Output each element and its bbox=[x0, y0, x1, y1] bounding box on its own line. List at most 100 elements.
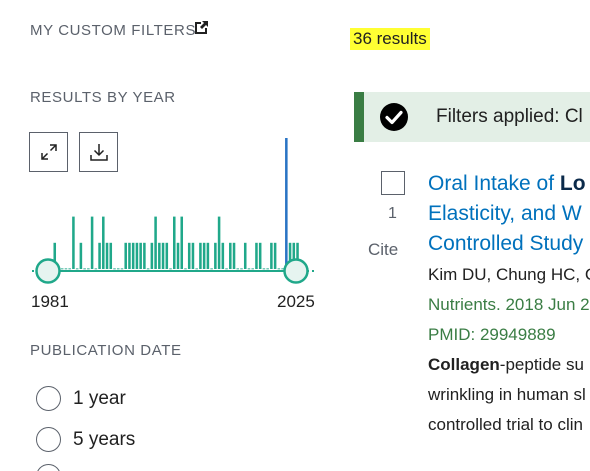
histogram-bar[interactable] bbox=[247, 268, 251, 270]
histogram-bar[interactable] bbox=[221, 242, 225, 269]
filters-applied-banner: Filters applied: Cl bbox=[354, 92, 590, 142]
date-option-label: 1 year bbox=[73, 387, 126, 409]
histogram-bar[interactable] bbox=[120, 268, 124, 270]
histogram-bar[interactable] bbox=[281, 268, 284, 270]
histogram-bar[interactable] bbox=[187, 242, 191, 269]
histogram-bar[interactable] bbox=[83, 268, 86, 270]
download-icon bbox=[89, 144, 108, 161]
histogram-bar[interactable] bbox=[64, 268, 68, 270]
histogram-bar[interactable] bbox=[102, 216, 105, 269]
histogram-bar[interactable] bbox=[176, 242, 180, 269]
snippet-text: controlled trial to clin bbox=[428, 415, 583, 434]
download-chart-button[interactable] bbox=[79, 132, 118, 172]
histogram-bar[interactable] bbox=[258, 242, 262, 269]
results-by-year-histogram[interactable] bbox=[28, 130, 320, 290]
histogram-bar[interactable] bbox=[79, 242, 83, 269]
histogram-bar[interactable] bbox=[266, 268, 269, 270]
histogram-bar[interactable] bbox=[195, 268, 198, 270]
histogram-bar[interactable] bbox=[116, 268, 120, 270]
histogram-bar[interactable] bbox=[296, 242, 299, 269]
histogram-bar[interactable] bbox=[206, 242, 210, 269]
histogram-bar[interactable] bbox=[273, 242, 277, 269]
date-option-more[interactable] bbox=[36, 464, 61, 471]
results-count: 36 results bbox=[350, 28, 430, 50]
histogram-bar[interactable] bbox=[131, 242, 135, 269]
histogram-bar[interactable] bbox=[165, 242, 169, 269]
result-select-checkbox[interactable] bbox=[381, 171, 405, 195]
histogram-bar[interactable] bbox=[53, 242, 57, 269]
radio-button[interactable] bbox=[36, 464, 61, 471]
histogram-bar[interactable] bbox=[202, 242, 206, 269]
histogram-bar[interactable] bbox=[173, 216, 176, 269]
histogram-bar[interactable] bbox=[146, 268, 150, 270]
histogram-bar[interactable] bbox=[98, 242, 101, 269]
histogram-bar[interactable] bbox=[199, 242, 202, 269]
histogram-bar[interactable] bbox=[75, 268, 79, 270]
radio-button[interactable] bbox=[36, 427, 61, 452]
article-title-link[interactable]: Oral Intake of Lo bbox=[428, 172, 586, 196]
histogram-bar[interactable] bbox=[240, 268, 243, 270]
article-snippet-line: wrinkling in human sl bbox=[428, 385, 586, 405]
histogram-bar[interactable] bbox=[154, 216, 157, 269]
histogram-bar[interactable] bbox=[109, 242, 113, 269]
date-option-5-years[interactable]: 5 years bbox=[36, 427, 135, 452]
histogram-bar[interactable] bbox=[243, 242, 247, 269]
histogram-bar[interactable] bbox=[255, 242, 258, 269]
article-title-link[interactable]: Elasticity, and W bbox=[428, 202, 582, 226]
histogram-bar[interactable] bbox=[288, 242, 292, 269]
histogram-bar[interactable] bbox=[229, 242, 232, 269]
check-circle-icon bbox=[380, 103, 408, 131]
snippet-text: wrinkling in human sl bbox=[428, 385, 586, 404]
histogram-bar[interactable] bbox=[158, 242, 161, 269]
filters-applied-text: Filters applied: Cl bbox=[436, 106, 583, 127]
histogram-bar[interactable] bbox=[184, 268, 187, 270]
histogram-bar[interactable] bbox=[105, 242, 109, 269]
histogram-bar[interactable] bbox=[262, 268, 266, 270]
year-range-end-label: 2025 bbox=[277, 292, 315, 311]
histogram-bar[interactable] bbox=[232, 242, 236, 269]
date-option-1-year[interactable]: 1 year bbox=[36, 386, 126, 411]
cite-button[interactable]: Cite bbox=[368, 240, 399, 259]
histogram-bar[interactable] bbox=[72, 216, 75, 269]
histogram-bar[interactable] bbox=[225, 268, 228, 270]
article-title-text: Oral Intake of bbox=[428, 172, 560, 195]
histogram-bar[interactable] bbox=[135, 242, 139, 269]
histogram-bar[interactable] bbox=[251, 268, 254, 270]
histogram-bar[interactable] bbox=[277, 268, 281, 270]
histogram-bar[interactable] bbox=[169, 268, 172, 270]
histogram-bar[interactable] bbox=[143, 242, 146, 269]
histogram-bar[interactable] bbox=[214, 242, 217, 269]
radio-button[interactable] bbox=[36, 386, 61, 411]
histogram-bar[interactable] bbox=[161, 242, 165, 269]
histogram-bar[interactable] bbox=[270, 242, 273, 269]
histogram-bar[interactable] bbox=[124, 242, 127, 269]
external-link-icon[interactable] bbox=[193, 19, 210, 36]
result-number: 1 bbox=[388, 205, 397, 222]
date-option-label: 5 years bbox=[73, 428, 136, 450]
histogram-bar[interactable] bbox=[150, 242, 154, 269]
article-journal: Nutrients. 2018 Jun 2 bbox=[428, 295, 590, 314]
histogram-bar[interactable] bbox=[210, 268, 213, 270]
histogram-bar[interactable] bbox=[68, 268, 71, 270]
histogram-bar[interactable] bbox=[60, 268, 64, 270]
article-pmid: PMID: 29949889 bbox=[428, 325, 556, 344]
histogram-bar[interactable] bbox=[113, 268, 116, 270]
histogram-bar[interactable] bbox=[217, 216, 221, 269]
expand-chart-button[interactable] bbox=[29, 132, 68, 172]
histogram-bar[interactable] bbox=[128, 242, 131, 269]
article-title-link[interactable]: Controlled Study bbox=[428, 232, 583, 256]
article-title-text: Controlled Study bbox=[428, 232, 584, 255]
histogram-bar[interactable] bbox=[236, 268, 240, 270]
article-title-highlight: Lo bbox=[559, 172, 586, 195]
histogram-bar[interactable] bbox=[139, 242, 142, 269]
range-start-handle[interactable] bbox=[35, 258, 61, 284]
histogram-bar[interactable] bbox=[191, 242, 195, 269]
histogram-bar[interactable] bbox=[94, 268, 98, 270]
histogram-bar[interactable] bbox=[292, 242, 296, 269]
histogram-bar[interactable] bbox=[87, 268, 90, 270]
histogram-bar[interactable] bbox=[90, 216, 94, 269]
histogram-bar[interactable] bbox=[285, 138, 288, 269]
range-end-handle[interactable] bbox=[283, 258, 309, 284]
histogram-bar[interactable] bbox=[180, 216, 184, 269]
publication-date-title: PUBLICATION DATE bbox=[30, 342, 182, 359]
